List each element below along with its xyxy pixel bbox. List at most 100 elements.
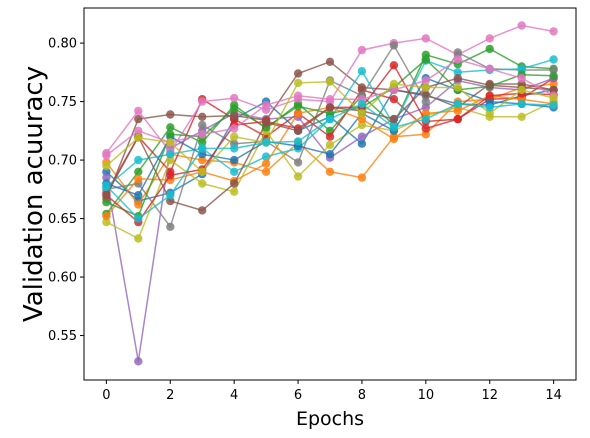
data-point (230, 155, 239, 165)
x-axis: 0 2 4 6 8 10 12 14 (102, 380, 562, 403)
data-point (357, 114, 367, 124)
data-point (293, 172, 303, 181)
data-point (421, 83, 430, 92)
data-point (198, 112, 207, 122)
data-point (325, 109, 335, 118)
data-point (485, 91, 494, 100)
data-point (293, 126, 303, 135)
y-tick-label: 0.65 (48, 212, 77, 227)
x-tick-label: 2 (166, 388, 174, 403)
data-point (230, 187, 239, 196)
data-point (517, 74, 526, 83)
data-point (325, 57, 335, 66)
data-point (549, 71, 558, 81)
x-tick-label: 10 (418, 388, 435, 403)
data-point (102, 198, 111, 207)
data-point (389, 85, 399, 95)
data-point (325, 103, 335, 112)
data-point (485, 97, 494, 106)
data-point (357, 99, 367, 109)
data-point (198, 130, 207, 139)
data-point (325, 77, 335, 86)
data-point (198, 138, 207, 147)
data-point (453, 83, 462, 92)
data-point (198, 167, 207, 176)
data-point (230, 104, 239, 113)
data-point (389, 61, 399, 70)
data-point (166, 155, 175, 165)
data-point (166, 123, 175, 132)
data-point (485, 64, 494, 74)
data-point (421, 55, 430, 64)
data-point (357, 45, 367, 55)
data-point (453, 68, 462, 77)
data-point (421, 97, 430, 106)
data-point (357, 83, 367, 92)
data-point (134, 174, 143, 183)
data-point (230, 111, 239, 120)
data-point (261, 167, 271, 176)
data-point (485, 109, 494, 118)
data-point (134, 357, 143, 366)
data-point (102, 173, 111, 182)
data-point (549, 65, 558, 75)
data-point (102, 161, 111, 171)
y-tick-label: 0.70 (48, 154, 77, 169)
data-point (325, 167, 335, 176)
data-point (230, 179, 239, 188)
data-point (517, 112, 526, 122)
data-point (421, 114, 430, 124)
data-point (102, 151, 111, 160)
data-point (134, 126, 143, 135)
data-point (261, 138, 271, 147)
x-tick-label: 6 (294, 388, 302, 403)
data-point (325, 114, 335, 124)
data-point (166, 130, 175, 139)
data-point (517, 64, 526, 74)
data-point (198, 155, 207, 165)
data-point (293, 109, 303, 118)
data-point (517, 21, 526, 30)
data-point (389, 79, 399, 89)
data-point (166, 171, 175, 180)
data-point (102, 217, 111, 227)
data-point (549, 55, 558, 64)
data-point (166, 191, 175, 200)
data-point (421, 76, 430, 85)
data-point (102, 181, 111, 190)
data-point (357, 139, 367, 148)
data-point (230, 93, 239, 103)
data-point (102, 191, 111, 200)
data-point (549, 93, 558, 103)
data-point (230, 167, 239, 176)
data-point (453, 55, 462, 64)
data-point (134, 200, 143, 209)
data-point (230, 132, 239, 141)
data-point (485, 44, 494, 54)
data-point (102, 167, 111, 176)
data-point (453, 106, 462, 116)
data-point (549, 27, 558, 36)
x-axis-label: Epochs (296, 408, 364, 430)
data-point (325, 95, 335, 104)
data-point (166, 110, 175, 119)
y-tick-label: 0.75 (48, 95, 77, 110)
data-point (357, 132, 367, 141)
x-tick-label: 0 (102, 388, 110, 403)
y-axis-label: Validation acuuracy (19, 66, 49, 322)
data-point (485, 103, 494, 112)
data-point (357, 67, 367, 76)
data-point (261, 152, 271, 161)
data-point (134, 234, 143, 243)
plot-frame (83, 7, 577, 381)
data-point (261, 159, 271, 168)
series-18 (102, 99, 558, 223)
data-point (166, 138, 175, 147)
data-point (325, 140, 335, 150)
data-point (421, 109, 430, 118)
data-point (453, 99, 462, 109)
data-point (198, 97, 207, 106)
data-point (389, 41, 399, 50)
